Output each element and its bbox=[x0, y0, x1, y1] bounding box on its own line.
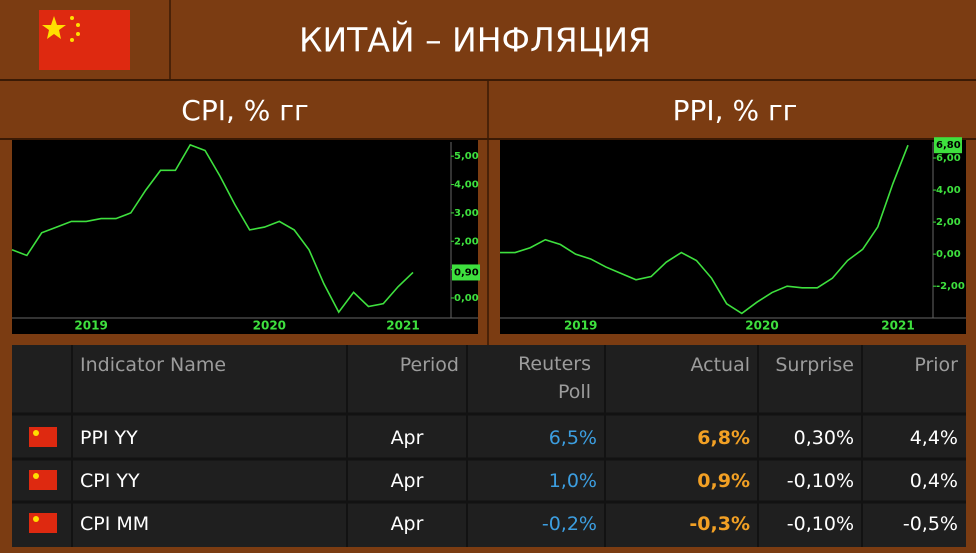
column-header: Prior bbox=[914, 354, 958, 376]
y-tick-label: 4,00 bbox=[454, 180, 479, 191]
row-flag-star bbox=[33, 473, 39, 479]
flag bbox=[39, 10, 130, 70]
y-tick-label: 0,00 bbox=[936, 249, 961, 260]
x-tick-label: 2019 bbox=[74, 319, 107, 333]
chart-title: CPI, % гг bbox=[181, 94, 308, 127]
y-tick-label: 3,00 bbox=[454, 208, 479, 219]
table-cell: PPI YY bbox=[80, 426, 138, 449]
y-tick-label: -2,00 bbox=[936, 281, 965, 292]
column-header: Period bbox=[399, 354, 459, 376]
table-cell: Apr bbox=[390, 426, 424, 449]
table-bg bbox=[12, 345, 966, 547]
plot-bg bbox=[12, 140, 478, 334]
column-header: Indicator Name bbox=[80, 354, 227, 376]
table-cell: 4,4% bbox=[909, 426, 958, 449]
last-value-label: 0,90 bbox=[454, 267, 479, 278]
row-flag bbox=[29, 470, 57, 490]
table-cell: 6,8% bbox=[697, 426, 750, 449]
x-tick-label: 2021 bbox=[386, 319, 419, 333]
table-cell: -0,5% bbox=[902, 513, 958, 535]
table-cell: -0,10% bbox=[786, 469, 854, 492]
table-cell: CPI YY bbox=[80, 469, 140, 492]
last-value-box bbox=[452, 264, 480, 281]
column-header: Surprise bbox=[775, 354, 854, 376]
table-cell: 0,4% bbox=[909, 469, 958, 492]
x-tick-label: 2020 bbox=[253, 319, 286, 333]
y-tick-label: 2,00 bbox=[454, 236, 479, 247]
x-tick-label: 2021 bbox=[881, 319, 914, 333]
line bbox=[500, 144, 909, 315]
y-tick-label: 4,00 bbox=[936, 185, 961, 196]
y-tick-label: 6,00 bbox=[936, 153, 961, 164]
table-cell: -0,10% bbox=[786, 513, 854, 535]
last-value-box bbox=[934, 137, 962, 154]
table-cell: -0,2% bbox=[541, 513, 597, 535]
table-cell: CPI MM bbox=[80, 513, 150, 535]
y-tick-label: 5,00 bbox=[454, 151, 479, 162]
y-tick-label: 2,00 bbox=[936, 217, 961, 228]
line bbox=[11, 143, 414, 314]
x-tick-label: 2020 bbox=[745, 319, 778, 333]
table-cell: 0,9% bbox=[697, 469, 750, 492]
y-tick-label: 0,00 bbox=[454, 293, 479, 304]
table-cell: 1,0% bbox=[548, 469, 597, 492]
table-cell: -0,3% bbox=[689, 513, 750, 535]
chart-title: PPI, % гг bbox=[673, 94, 798, 127]
row-flag bbox=[29, 427, 57, 447]
table-cell: Apr bbox=[390, 513, 424, 535]
last-value-label: 6,80 bbox=[936, 140, 961, 151]
row-flag bbox=[29, 513, 57, 533]
table-cell: 6,5% bbox=[548, 426, 597, 449]
table-cell: Apr bbox=[390, 469, 424, 492]
x-tick-label: 2019 bbox=[564, 319, 597, 333]
plot-bg bbox=[500, 140, 966, 334]
page-title: КИТАЙ – ИНФЛЯЦИЯ bbox=[299, 20, 651, 60]
row-flag-star bbox=[33, 430, 39, 436]
row-flag-star bbox=[33, 516, 39, 522]
table-cell: 0,30% bbox=[793, 426, 854, 449]
column-header: Actual bbox=[690, 354, 750, 376]
column-header: Reuters Poll bbox=[518, 353, 591, 403]
